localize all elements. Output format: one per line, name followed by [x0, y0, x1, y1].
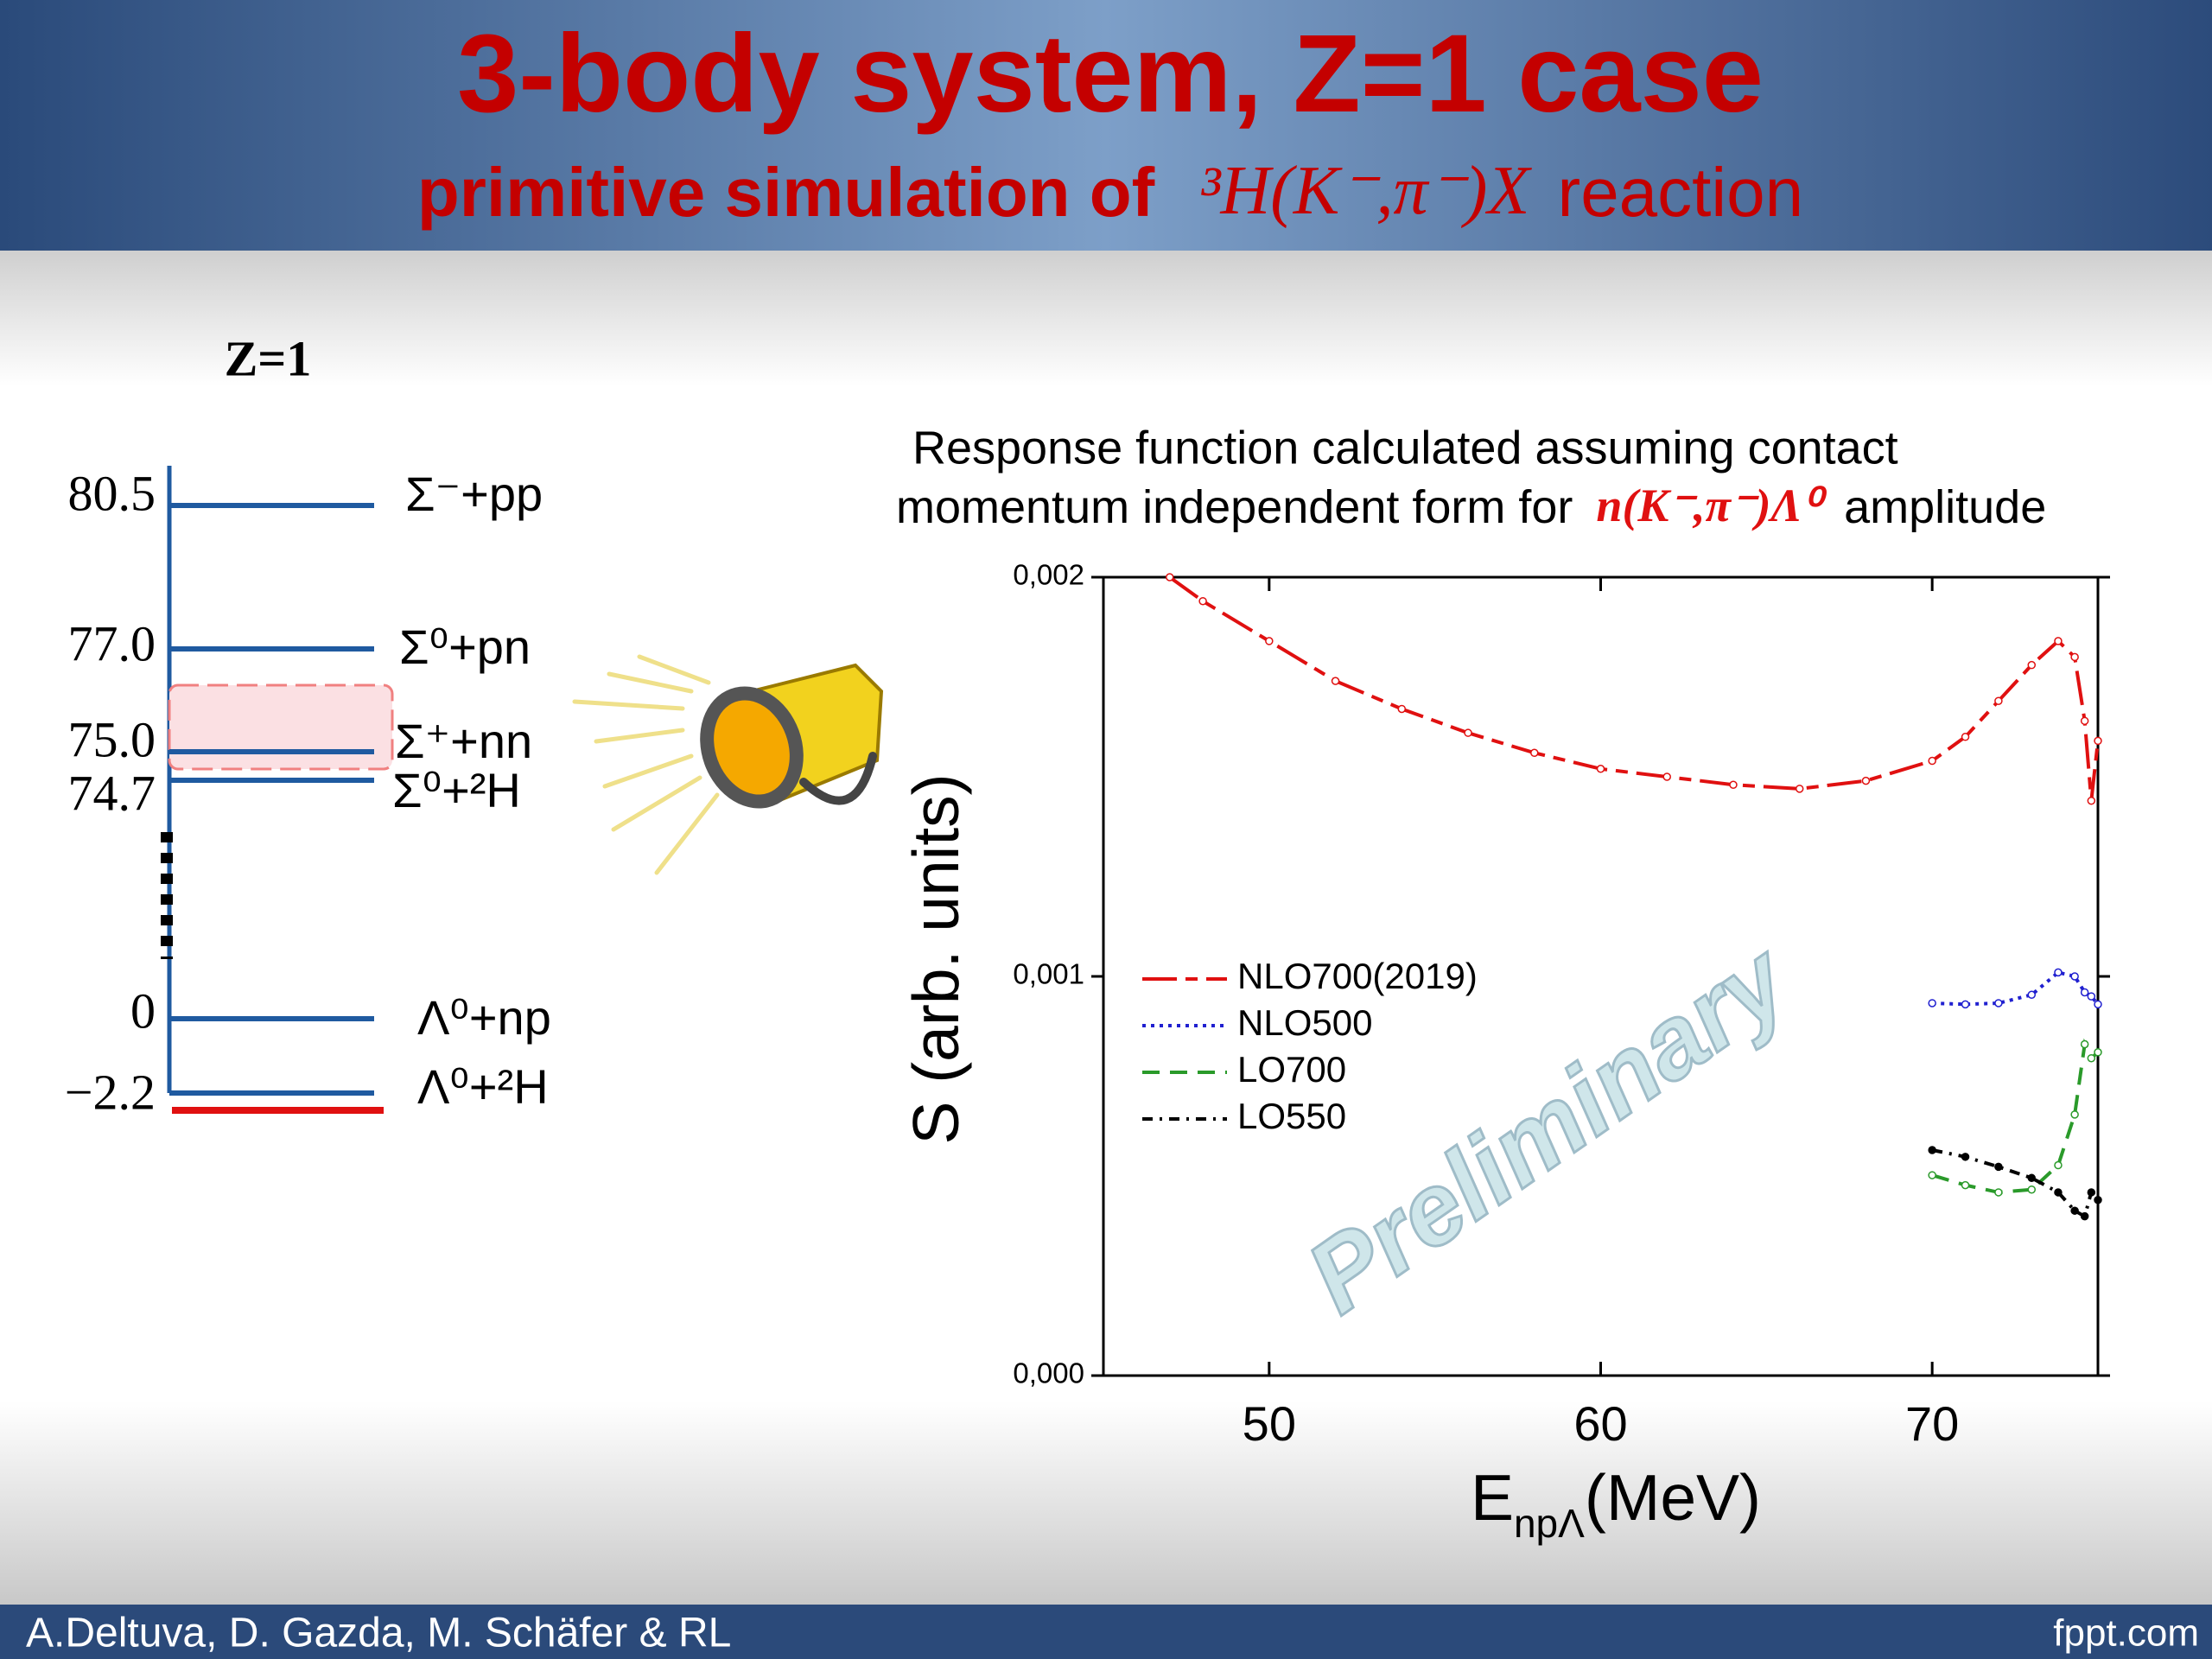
- data-point: [2080, 1039, 2089, 1049]
- y-tick-label: 0,001: [1013, 958, 1084, 990]
- data-point: [1729, 780, 1738, 789]
- level-energy: 75.0: [68, 711, 156, 767]
- data-point: [2027, 1185, 2037, 1194]
- data-point: [2054, 1160, 2063, 1170]
- footer-site: fppt.com: [2053, 1612, 2199, 1655]
- level-energy: 80.5: [68, 465, 156, 521]
- chart-title-formula: n(K⁻,π⁻)Λ⁰: [1596, 480, 1827, 531]
- x-tick-label: 50: [1243, 1396, 1296, 1451]
- level-channel: Σ⁰+²H: [392, 763, 521, 817]
- level-channel: Σ⁻+pp: [405, 467, 543, 521]
- data-point: [1928, 1171, 1936, 1179]
- series-line: [1168, 575, 2100, 801]
- levels: 80.5 Σ⁻+pp 77.0 Σ⁰+pn 75.0 Σ⁺+nn 74.7 Σ⁰+²H 0 Λ⁰+…: [65, 465, 551, 1120]
- chart-title: momentum independent form for n(K⁻,π⁻)Λ⁰…: [896, 480, 2046, 533]
- legend-label: NLO500: [1237, 1002, 1372, 1043]
- highlight-box: [168, 683, 394, 771]
- data-point: [2094, 1000, 2102, 1009]
- data-point: [1331, 677, 1340, 685]
- data-point: [2027, 990, 2037, 1000]
- data-point: [1198, 596, 1207, 606]
- legend-label: LO550: [1237, 1096, 1346, 1136]
- data-point: [1928, 999, 1936, 1007]
- data-point: [1994, 1188, 2003, 1197]
- diagram-title: Z=1: [225, 330, 312, 386]
- data-point: [2027, 1173, 2037, 1183]
- legend-label: LO700: [1237, 1049, 1346, 1090]
- data-point: [2087, 1053, 2096, 1063]
- x-axis-label-unit: (MeV): [1585, 1461, 1761, 1534]
- data-point: [1961, 1153, 1970, 1161]
- data-point: [1961, 733, 1970, 741]
- data-point: [2070, 652, 2079, 662]
- level-energy: −2.2: [65, 1064, 156, 1120]
- data-point: [1795, 785, 1804, 793]
- data-point: [2054, 968, 2063, 977]
- data-point: [2080, 988, 2089, 997]
- data-point: [1165, 573, 1174, 582]
- level-energy: 0: [130, 982, 156, 1039]
- data-point: [1530, 748, 1539, 758]
- x-axis-label-main: E: [1471, 1461, 1514, 1534]
- data-point: [1961, 1000, 1970, 1009]
- data-point: [2027, 660, 2037, 670]
- data-point: [2054, 637, 2063, 645]
- footer-bar: [0, 1605, 2212, 1659]
- data-point: [2080, 1211, 2089, 1221]
- data-point: [2070, 1110, 2079, 1119]
- header-bar: [0, 0, 2212, 251]
- data-point: [1928, 1146, 1936, 1154]
- subtitle-text: primitive simulation of: [417, 154, 1155, 231]
- data-point: [2094, 1195, 2102, 1205]
- x-axis-label: EnpΛ(MeV): [1471, 1461, 1761, 1546]
- x-tick-label: 60: [1573, 1396, 1627, 1451]
- level-channel: Λ⁰+np: [417, 990, 551, 1045]
- slide-subtitle: primitive simulation of ³H(K⁻,π⁻)X react…: [417, 153, 1803, 231]
- chart-title: Response function calculated assuming co…: [912, 422, 1898, 474]
- data-point: [2094, 1048, 2102, 1057]
- background: [0, 251, 2212, 1605]
- data-point: [1861, 776, 1871, 785]
- data-point: [1961, 1180, 1970, 1190]
- chart-title-text: momentum independent form for: [896, 481, 1573, 533]
- plot: 0,000 0,001 0,002 50 60 70 NLO700(2019) NLO500 L…: [1013, 559, 2110, 1451]
- y-tick-label: 0,000: [1013, 1357, 1084, 1389]
- legend-label: NLO700(2019): [1237, 956, 1478, 996]
- level-channel: Λ⁰+²H: [417, 1059, 549, 1114]
- data-point: [2080, 716, 2089, 726]
- flashlight-icon: [572, 654, 884, 875]
- y-tick-label: 0,002: [1013, 559, 1084, 591]
- data-point: [1994, 1162, 2003, 1172]
- level-energy: 74.7: [68, 765, 156, 821]
- footer-authors: A.Deltuva, D. Gazda, M. Schäfer & RL: [26, 1611, 731, 1656]
- x-tick-label: 70: [1905, 1396, 1959, 1451]
- subtitle-formula: ³H(K⁻,π⁻)X: [1200, 153, 1533, 229]
- data-point: [2054, 1188, 2063, 1197]
- data-point: [2070, 972, 2079, 981]
- slide-title: 3-body system, Z=1 case: [457, 12, 1764, 136]
- data-point: [2087, 796, 2096, 805]
- data-point: [2087, 1188, 2096, 1197]
- data-point: [1928, 756, 1936, 766]
- data-point: [1596, 765, 1605, 773]
- data-point: [1662, 772, 1671, 781]
- data-point: [1397, 704, 1407, 714]
- data-point: [1265, 637, 1274, 645]
- data-point: [2087, 992, 2096, 1001]
- series-line: [1931, 1148, 2100, 1219]
- level-channel: Σ⁰+pn: [399, 620, 531, 674]
- level-channel: Σ⁺+nn: [395, 714, 532, 768]
- x-axis-label-sub: npΛ: [1514, 1501, 1585, 1546]
- data-point: [2094, 736, 2102, 746]
- subtitle-text: reaction: [1558, 154, 1804, 231]
- data-point: [1994, 696, 2003, 705]
- chart-title-text: amplitude: [1844, 481, 2046, 533]
- data-point: [1464, 728, 1472, 737]
- y-axis-label: S (arb. units): [899, 773, 972, 1144]
- data-point: [1994, 999, 2003, 1007]
- data-point: [2070, 1206, 2079, 1215]
- level-energy: 77.0: [68, 615, 156, 671]
